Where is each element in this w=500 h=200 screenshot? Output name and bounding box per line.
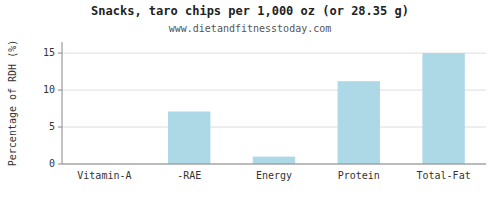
x-tick-label: Energy [256,170,292,181]
bars [168,53,465,164]
y-tick [58,164,62,165]
bar [338,81,380,164]
bar [168,112,210,164]
subtitle: www.dietandfitnesstoday.com [169,23,332,34]
grid-line [62,164,486,165]
chart-svg: 0 5 10 15 Vitamin-A -RAE Energy Protein Total-Fa… [0,0,500,200]
bar [253,157,295,164]
bar [422,53,464,164]
y-axis-label: Percentage of RDH (%) [7,40,18,166]
page: {"chart_data": {"type": "bar", "title": … [0,0,500,200]
y-tick-label: 0 [49,158,55,169]
y-tick [58,127,62,128]
x-axis-line [62,164,486,165]
x-tick-label: Total-Fat [417,170,471,181]
y-tick-label: 15 [43,47,55,58]
y-axis-line [62,42,63,164]
y-tick-label: 10 [43,84,55,95]
x-tick-label: Protein [338,170,380,181]
title: Snacks, taro chips per 1,000 oz (or 28.3… [91,4,409,18]
y-tick-label: 5 [49,121,55,132]
y-tick [58,53,62,54]
x-tick-label: -RAE [177,170,201,181]
x-tick-label: Vitamin-A [77,170,131,181]
chart-container: 0 5 10 15 Vitamin-A -RAE Energy Protein Total-Fa… [0,0,500,200]
y-tick [58,90,62,91]
